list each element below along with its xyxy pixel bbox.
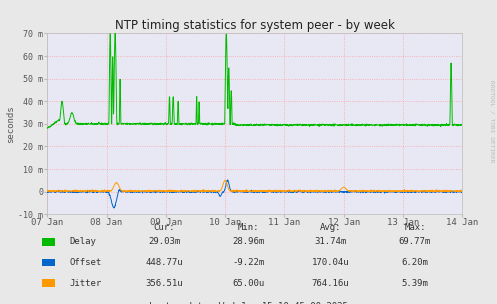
Text: 170.04u: 170.04u: [312, 258, 349, 267]
Text: 356.51u: 356.51u: [145, 278, 183, 288]
Text: Offset: Offset: [70, 258, 102, 267]
Text: Last update: Wed Jan 15 10:45:00 2025: Last update: Wed Jan 15 10:45:00 2025: [149, 302, 348, 304]
Y-axis label: seconds: seconds: [6, 105, 15, 143]
Text: 29.03m: 29.03m: [148, 237, 180, 246]
Text: Delay: Delay: [70, 237, 96, 246]
Text: Min:: Min:: [238, 223, 259, 233]
Text: -9.22m: -9.22m: [233, 258, 264, 267]
Text: Jitter: Jitter: [70, 278, 102, 288]
Text: 6.20m: 6.20m: [402, 258, 428, 267]
Text: Max:: Max:: [404, 223, 426, 233]
Text: 69.77m: 69.77m: [399, 237, 431, 246]
Text: 764.16u: 764.16u: [312, 278, 349, 288]
Text: RRDTOOL / TOBI OETIKER: RRDTOOL / TOBI OETIKER: [490, 80, 495, 163]
Title: NTP timing statistics for system peer - by week: NTP timing statistics for system peer - …: [115, 19, 395, 32]
Text: 5.39m: 5.39m: [402, 278, 428, 288]
Text: Avg:: Avg:: [320, 223, 341, 233]
Text: Cur:: Cur:: [153, 223, 175, 233]
Text: 28.96m: 28.96m: [233, 237, 264, 246]
Text: 31.74m: 31.74m: [315, 237, 346, 246]
Text: 448.77u: 448.77u: [145, 258, 183, 267]
Text: 65.00u: 65.00u: [233, 278, 264, 288]
